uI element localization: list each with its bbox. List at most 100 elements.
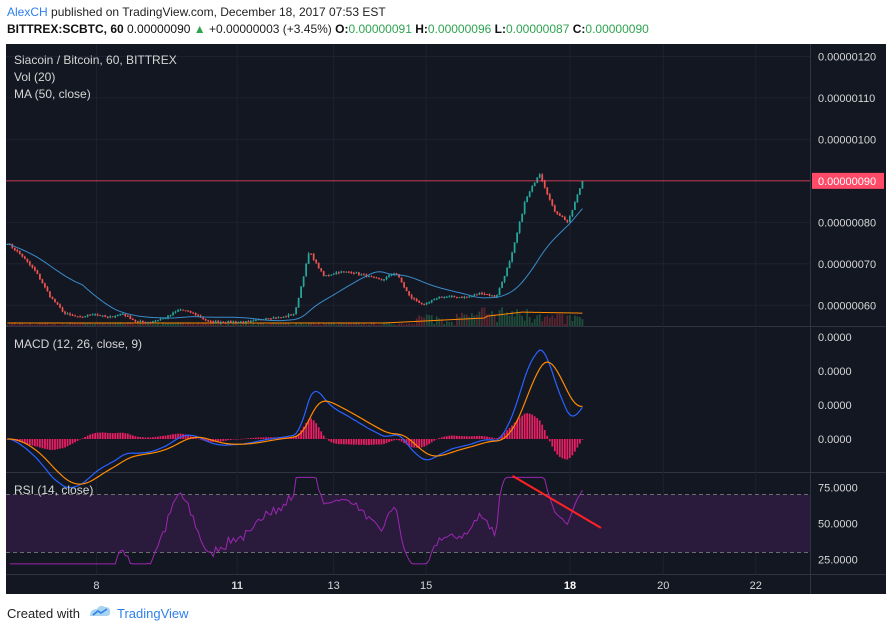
candle-body	[99, 314, 102, 316]
volume-bar	[363, 322, 365, 326]
candle-body	[561, 215, 564, 218]
candle-body	[136, 321, 139, 323]
candle-body	[327, 275, 330, 277]
volume-bar	[96, 323, 99, 326]
macd-histogram-bar	[144, 437, 147, 439]
volume-bar	[415, 318, 418, 326]
macd-histogram-bar	[478, 435, 481, 439]
volume-bar	[513, 316, 516, 326]
created-with-label: Created with	[7, 606, 80, 621]
volume-bar	[265, 324, 267, 326]
chart-svg[interactable]: 0.00000120 0.00000110 0.00000100 0.00000080…	[6, 44, 886, 594]
candle-body	[440, 296, 443, 298]
candle-body	[413, 298, 416, 300]
macd-histogram-bar	[34, 439, 36, 447]
chart-header: AlexCH published on TradingView.com, Dec…	[0, 0, 889, 44]
macd-histogram-bar	[471, 436, 473, 439]
time-tick-label: 13	[328, 580, 340, 592]
candle-body	[272, 317, 275, 319]
volume-bar	[368, 324, 370, 326]
volume-bar	[154, 324, 157, 326]
volume-bar	[262, 322, 265, 326]
macd-histogram-bar	[503, 432, 506, 439]
macd-histogram-bar	[59, 439, 61, 449]
candle-body	[571, 209, 574, 217]
candle-body	[322, 271, 325, 277]
candle-body	[503, 275, 506, 282]
volume-bar	[370, 322, 373, 326]
macd-title: MACD (12, 26, close, 9)	[14, 337, 142, 351]
rsi-trendline[interactable]	[512, 475, 602, 529]
candle-body	[332, 273, 335, 275]
chart-area[interactable]: 0.00000120 0.00000110 0.00000100 0.00000080…	[6, 44, 886, 594]
tradingview-logo-icon[interactable]	[88, 604, 112, 618]
price-axis[interactable]: 0.00000120 0.00000110 0.00000100 0.00000080…	[812, 51, 884, 567]
macd-histogram-bar	[250, 438, 252, 439]
macd-histogram-bar	[305, 422, 308, 439]
footer: Created with TradingView	[0, 596, 889, 631]
macd-histogram-bar	[347, 439, 350, 445]
macd-histogram-bar	[21, 439, 24, 443]
volume-bar	[511, 311, 513, 326]
candle-body	[352, 272, 355, 274]
volume-bar	[194, 324, 197, 326]
macd-histogram-bar	[116, 432, 119, 439]
candle-body	[393, 273, 395, 275]
macd-histogram-bar	[265, 437, 267, 439]
macd-histogram-bar	[546, 435, 549, 439]
volume-bar	[159, 324, 162, 326]
candle-body	[435, 298, 438, 300]
candle-body	[81, 316, 84, 318]
volume-bar	[491, 311, 493, 326]
volume-bar	[466, 314, 468, 326]
macd-histogram-bar	[71, 439, 74, 444]
candle-body	[574, 202, 576, 210]
candle-body	[408, 291, 410, 296]
macd-pane[interactable]	[6, 349, 584, 489]
macd-histogram-bar	[473, 436, 476, 439]
candle-body	[179, 309, 182, 311]
volume-ma-line	[7, 311, 583, 324]
candle-body	[194, 312, 197, 315]
price-pane[interactable]	[6, 173, 810, 326]
candle-body	[358, 272, 360, 275]
volume-bar	[174, 323, 177, 326]
volume-bar	[463, 314, 466, 326]
macd-histogram-bar	[388, 439, 390, 443]
macd-histogram-bar	[528, 413, 531, 439]
candle-body	[149, 322, 152, 324]
volume-bar	[124, 323, 127, 326]
main-title: Siacoin / Bitcoin, 60, BITTREX	[14, 53, 177, 67]
candle-body	[61, 307, 64, 312]
macd-histogram-bar	[579, 439, 581, 444]
macd-histogram-bar	[398, 439, 400, 441]
rsi-pane[interactable]	[6, 475, 810, 565]
price-tick-label: 0.00000120	[818, 51, 876, 63]
macd-histogram-bar	[227, 439, 230, 441]
volume-bar	[443, 323, 446, 326]
volume-bar	[300, 323, 302, 326]
candle-body	[528, 191, 531, 197]
volume-bar	[287, 323, 290, 326]
candle-body	[355, 272, 358, 274]
volume-bar	[84, 322, 86, 326]
volume-bar	[280, 322, 282, 326]
macd-histogram-bar	[214, 439, 217, 442]
author-link[interactable]: AlexCH	[7, 5, 48, 19]
volume-bar	[566, 315, 569, 326]
price-tick-label: 0.00000070	[818, 259, 876, 271]
macd-histogram-bar	[69, 439, 71, 445]
candle-body	[277, 317, 280, 319]
time-axis[interactable]: 8 11 13 15 18 20 22	[93, 580, 761, 592]
volume-bar	[131, 323, 134, 326]
volume-bar	[337, 322, 340, 326]
candle-body	[282, 316, 285, 318]
volume-bar	[227, 323, 230, 326]
volume-bar	[523, 320, 526, 326]
candle-body	[330, 274, 333, 276]
tradingview-brand-link[interactable]: TradingView	[117, 606, 189, 621]
volume-bar	[526, 309, 529, 326]
candle-body	[234, 321, 237, 323]
candle-body	[207, 320, 210, 322]
volume-bar	[571, 320, 574, 326]
